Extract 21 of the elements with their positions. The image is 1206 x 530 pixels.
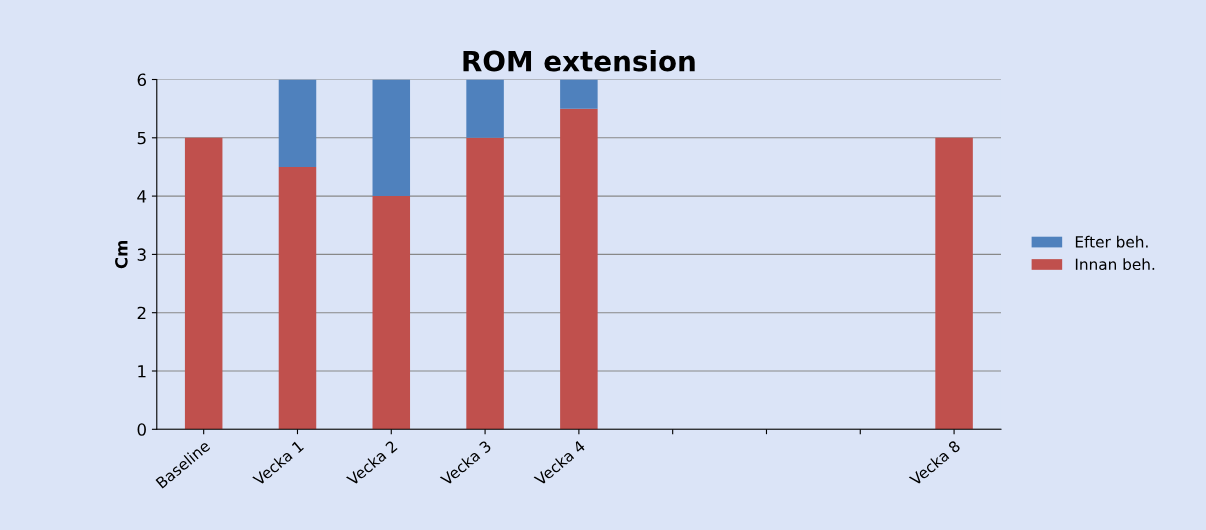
y-tick-label: 2 <box>137 306 146 320</box>
bar <box>935 137 973 430</box>
y-tick-label: 3 <box>137 248 146 261</box>
bar <box>278 79 317 167</box>
bar <box>466 137 504 430</box>
legend-label: Efter beh. <box>1075 235 1148 248</box>
y-axis-title: Cm <box>115 240 128 269</box>
bar <box>560 79 598 109</box>
bar <box>184 137 223 430</box>
y-tick-label: 4 <box>137 190 147 203</box>
y-tick-label: 1 <box>138 365 146 378</box>
legend-label: Innan beh. <box>1075 258 1155 271</box>
bar <box>372 79 411 197</box>
bar <box>372 196 411 430</box>
bar <box>278 166 317 430</box>
bar <box>466 79 504 138</box>
y-tick-label: 0 <box>137 423 146 436</box>
chart-title: ROM extension <box>463 50 695 72</box>
bar <box>560 108 598 430</box>
y-tick-label: 5 <box>137 131 146 145</box>
y-tick-label: 6 <box>137 73 147 87</box>
